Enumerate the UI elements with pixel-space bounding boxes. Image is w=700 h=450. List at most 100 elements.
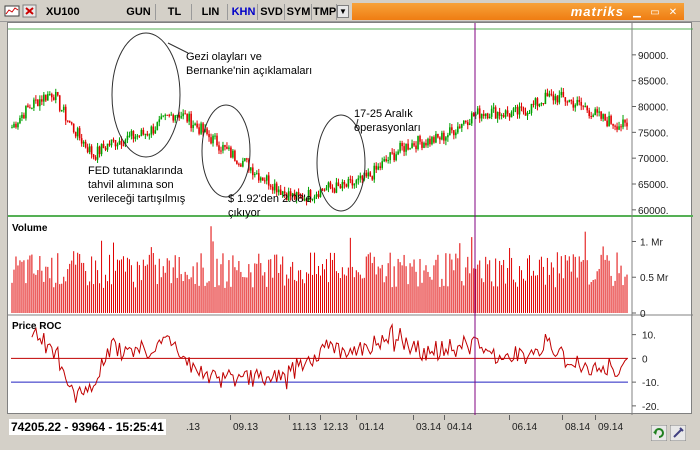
price-tick-label: 80000. xyxy=(638,103,669,114)
candle-body xyxy=(624,119,626,123)
candle-body xyxy=(210,137,212,144)
refresh-icon[interactable] xyxy=(651,425,667,441)
candle-body xyxy=(70,122,73,124)
candle-body xyxy=(259,177,262,181)
candle-body xyxy=(68,120,71,123)
candle-body xyxy=(41,99,43,102)
candle-body xyxy=(357,178,360,181)
candle-body xyxy=(401,143,403,147)
candle-body xyxy=(484,113,487,116)
candle-body xyxy=(285,193,288,201)
candle-body xyxy=(590,116,592,118)
candle-body xyxy=(598,111,600,113)
candle-body xyxy=(60,110,63,112)
x-tick-mark xyxy=(413,415,414,420)
candle-body xyxy=(78,128,81,139)
symbol-button[interactable]: SYM xyxy=(286,4,312,20)
period-daily-button[interactable]: GUN xyxy=(122,4,156,20)
candle-body xyxy=(560,91,563,95)
candle-body xyxy=(377,166,380,170)
candle-body xyxy=(29,107,31,109)
candle-body xyxy=(180,116,182,118)
candle-body xyxy=(196,123,198,128)
candle-body xyxy=(335,182,338,193)
candle-body xyxy=(166,114,169,116)
candle-body xyxy=(56,91,59,96)
candle-body xyxy=(544,92,547,105)
candle-body xyxy=(387,160,389,162)
candle-body xyxy=(281,191,284,195)
candle-body xyxy=(88,146,91,153)
close-icon[interactable]: ✕ xyxy=(668,7,678,18)
candle-body xyxy=(562,91,565,98)
candle-body xyxy=(516,107,519,115)
candle-body xyxy=(395,154,397,161)
candle-body xyxy=(564,97,567,102)
chart-canvas[interactable]: 90000. 85000. 80000. 75000. 70000. 65000. 6000… xyxy=(8,23,693,415)
candle-body xyxy=(405,143,407,152)
toolbar-dropdown-icon[interactable]: ▼ xyxy=(337,5,349,18)
symbol-field[interactable]: XU100 xyxy=(42,4,120,20)
candle-body xyxy=(271,186,274,191)
candle-body xyxy=(86,147,89,153)
tools-icon[interactable] xyxy=(670,425,686,441)
x-tick-label: 06.14 xyxy=(512,422,538,433)
minimize-icon[interactable]: ▁ xyxy=(633,7,641,18)
candle-body xyxy=(586,105,588,111)
candle-body xyxy=(379,166,382,168)
candle-body xyxy=(64,106,67,121)
x-tick-label: 04.14 xyxy=(447,422,473,433)
svd-button[interactable]: SVD xyxy=(259,4,285,20)
candle-body xyxy=(327,182,330,188)
candle-body xyxy=(94,157,97,160)
candle-body xyxy=(299,195,302,197)
candle-body xyxy=(250,167,252,171)
linear-scale-button[interactable]: LIN xyxy=(194,4,228,20)
candle-body xyxy=(126,135,129,140)
candle-body xyxy=(228,147,230,149)
candle-body xyxy=(419,136,421,142)
candle-body xyxy=(614,125,616,127)
candle-body xyxy=(106,143,109,150)
price-tick-label: 60000. xyxy=(638,206,669,217)
maximize-icon[interactable]: ▭ xyxy=(650,7,660,18)
candle-body xyxy=(482,113,485,116)
candle-body xyxy=(526,113,529,116)
candle-body xyxy=(498,111,501,116)
candle-body xyxy=(399,143,401,152)
currency-tl-button[interactable]: TL xyxy=(158,4,192,20)
candle-body xyxy=(429,138,431,145)
candle-body xyxy=(82,141,85,144)
candle-body xyxy=(478,108,481,119)
candle-body xyxy=(441,132,443,140)
candle-body xyxy=(11,127,13,129)
candle-body xyxy=(449,127,451,136)
x-tick-label: 01.14 xyxy=(359,422,385,433)
candle-body xyxy=(457,126,459,133)
close-symbol-icon[interactable] xyxy=(22,4,38,18)
candle-body xyxy=(606,120,608,127)
candle-body xyxy=(122,145,125,147)
x-tick-label: 03.14 xyxy=(416,422,442,433)
chart-area[interactable]: 90000. 85000. 80000. 75000. 70000. 65000. 6000… xyxy=(7,22,693,415)
candle-body xyxy=(369,172,372,177)
candlestick-button[interactable]: KHN xyxy=(230,4,258,20)
candle-body xyxy=(480,113,483,119)
candle-body xyxy=(220,150,222,152)
brand-logo: matriks xyxy=(570,4,624,19)
candle-body xyxy=(339,185,342,189)
candle-body xyxy=(554,96,557,101)
template-button[interactable]: TMP xyxy=(313,4,337,20)
candle-body xyxy=(234,150,236,161)
candle-body xyxy=(138,135,141,137)
candle-body xyxy=(43,94,45,102)
volume-panel-label: Volume xyxy=(12,223,48,234)
candle-body xyxy=(474,113,477,117)
candle-body xyxy=(21,114,23,119)
candle-body xyxy=(242,160,244,167)
candle-body xyxy=(315,194,318,197)
candle-body xyxy=(472,113,475,117)
chart-menu-icon[interactable] xyxy=(4,4,20,18)
candle-body xyxy=(534,98,537,105)
candle-body xyxy=(604,114,606,121)
